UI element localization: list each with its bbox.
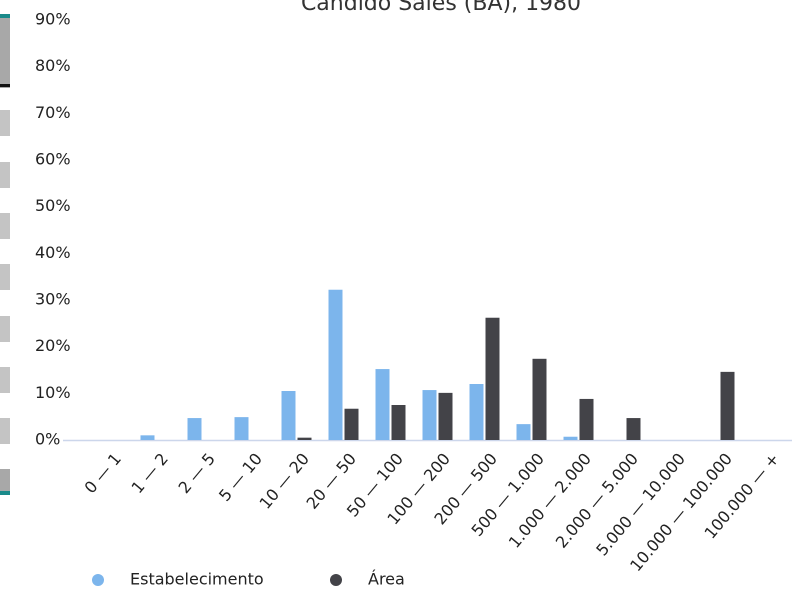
bar <box>344 408 359 440</box>
bar <box>234 417 249 440</box>
bar <box>328 289 343 440</box>
bar <box>532 358 547 440</box>
y-tick-label: 60% <box>35 150 71 169</box>
bar <box>375 369 390 440</box>
legend-label: Área <box>368 570 405 589</box>
legend-marker <box>330 574 342 586</box>
y-tick-label: 20% <box>35 336 71 355</box>
bar <box>469 384 484 440</box>
legend-marker <box>92 574 104 586</box>
y-tick-label: 0% <box>35 430 60 449</box>
y-tick-label: 50% <box>35 196 71 215</box>
bar <box>297 437 312 440</box>
bar <box>422 390 437 440</box>
bar <box>485 317 500 440</box>
bar <box>391 405 406 440</box>
bar <box>626 418 641 440</box>
x-tick-label: 2.000 — 5.000 <box>552 449 642 551</box>
bar <box>140 435 155 440</box>
bar <box>720 371 735 440</box>
bar <box>281 391 296 440</box>
bar <box>187 418 202 440</box>
y-tick-label: 30% <box>35 290 71 309</box>
bar <box>563 436 578 440</box>
x-tick-label: 0 — 1 <box>81 449 125 497</box>
side-widget <box>0 14 10 495</box>
bar <box>438 392 453 440</box>
x-tick-label: 1.000 — 2.000 <box>505 449 595 551</box>
y-tick-label: 80% <box>35 56 71 75</box>
y-tick-label: 90% <box>35 10 71 29</box>
legend-label: Estabelecimento <box>130 570 264 589</box>
x-tick-label: 2 — 5 <box>175 449 219 497</box>
bar <box>579 398 594 440</box>
y-tick-label: 70% <box>35 103 71 122</box>
y-tick-label: 10% <box>35 383 71 402</box>
x-tick-label: 1 — 2 <box>128 449 172 497</box>
chart-title: Cândido Sales (BA), 1980 <box>301 0 581 16</box>
y-tick-label: 40% <box>35 243 71 262</box>
bar <box>516 424 531 440</box>
